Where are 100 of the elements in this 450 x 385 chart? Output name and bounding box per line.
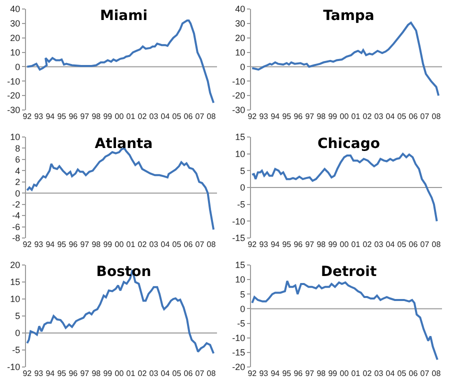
x-tick-label: 93 [259,240,269,249]
x-tick-label: 96 [68,369,78,378]
x-tick-label: 94 [270,240,280,249]
chart-title: Miami [100,8,148,24]
y-tick-label: 5 [15,311,20,322]
x-tick-label: 04 [386,112,396,121]
x-tick-label: 04 [160,240,170,249]
x-tick-label: 96 [294,112,304,121]
x-tick-label: 92 [22,369,32,378]
x-tick-label: 98 [316,369,326,378]
x-tick-label: 03 [374,240,384,249]
x-tick-label: 01 [351,240,361,249]
y-tick-label: 40 [235,4,246,14]
x-tick-label: 98 [316,240,326,249]
x-tick-label: 95 [57,240,67,249]
x-tick-label: 97 [305,240,315,249]
y-tick-label: 0 [15,188,20,198]
y-tick-label: 30 [10,18,20,29]
y-tick-label: -5 [12,345,20,356]
y-tick-label: 0 [15,328,20,338]
x-tick-label: 94 [46,369,56,378]
x-tick-label: 94 [46,240,56,249]
y-tick-label: 10 [10,132,20,142]
x-tick-label: 99 [328,369,338,378]
x-tick-label: 05 [397,112,407,121]
x-tick-label: 03 [149,240,159,249]
x-tick-label: 06 [408,369,418,378]
x-tick-label: 00 [340,112,350,121]
y-tick-label: -6 [12,222,20,232]
x-tick-label: 00 [340,240,350,249]
x-tick-label: 06 [408,240,418,249]
x-tick-label: 08 [432,112,442,121]
y-tick-label: 20 [10,260,20,270]
x-tick-label: 98 [92,112,102,121]
x-tick-label: 93 [259,112,269,121]
x-tick-label: 05 [172,112,182,121]
x-tick-label: 01 [126,369,136,378]
y-tick-label: 10 [235,148,246,159]
x-tick-label: 98 [92,369,102,378]
x-tick-label: 08 [206,112,216,121]
x-tick-label: 96 [294,240,304,249]
x-tick-label: 04 [386,369,396,378]
x-tick-label: 93 [34,240,44,249]
x-tick-label: 00 [340,369,350,378]
y-tick-label: 10 [10,47,20,58]
x-tick-label: 94 [46,112,56,121]
x-tick-label: 95 [282,240,292,249]
x-tick-label: 05 [172,369,182,378]
y-tick-label: -10 [232,333,246,344]
y-tick-label: -10 [7,362,20,372]
x-tick-label: 06 [184,240,194,249]
x-tick-label: 03 [149,112,159,121]
x-tick-label: 00 [114,240,124,249]
x-tick-label: 92 [248,112,258,121]
y-tick-label: -20 [232,362,246,372]
x-tick-label: 00 [114,369,124,378]
x-tick-label: 94 [270,369,280,378]
x-tick-label: 99 [328,240,338,249]
x-tick-label: 07 [420,112,430,121]
x-tick-label: 95 [282,369,292,378]
y-tick-label: -10 [7,76,20,86]
x-tick-label: 92 [22,112,32,121]
x-tick-label: 02 [138,112,148,121]
x-tick-label: 98 [92,240,102,249]
x-tick-label: 99 [103,112,113,121]
y-tick-label: 10 [10,294,20,304]
y-tick-label: 10 [235,274,246,285]
x-tick-label: 02 [362,112,372,121]
y-tick-label: -15 [232,233,246,244]
x-tick-label: 94 [270,112,280,121]
y-tick-label: 15 [235,132,246,142]
x-tick-label: 04 [386,240,396,249]
x-tick-label: 05 [397,240,407,249]
x-tick-label: 08 [206,240,216,249]
x-tick-label: 07 [195,240,205,249]
x-tick-label: 02 [362,240,372,249]
y-tick-label: -5 [237,318,246,328]
x-tick-label: 02 [138,369,148,378]
x-tick-label: 06 [184,112,194,121]
y-tick-label: 0 [240,182,246,193]
x-tick-label: 95 [57,112,67,121]
y-tick-label: 0 [240,304,246,314]
x-tick-label: 07 [195,369,205,378]
x-tick-label: 07 [420,369,430,378]
y-tick-label: 10 [235,47,246,58]
y-tick-label: -10 [232,216,246,226]
x-tick-label: 03 [149,369,159,378]
y-tick-label: -5 [237,199,246,210]
x-tick-label: 07 [420,240,430,249]
x-tick-label: 95 [57,369,67,378]
y-tick-label: 8 [15,143,20,154]
y-tick-label: -15 [232,348,246,358]
y-tick-label: 30 [235,18,246,29]
x-tick-label: 08 [432,369,442,378]
x-tick-label: 97 [80,240,90,249]
x-tick-label: 97 [305,369,315,378]
chart-title: Chicago [318,136,380,152]
x-tick-label: 03 [374,112,384,121]
x-tick-label: 00 [114,112,124,121]
y-tick-label: -30 [232,105,246,116]
